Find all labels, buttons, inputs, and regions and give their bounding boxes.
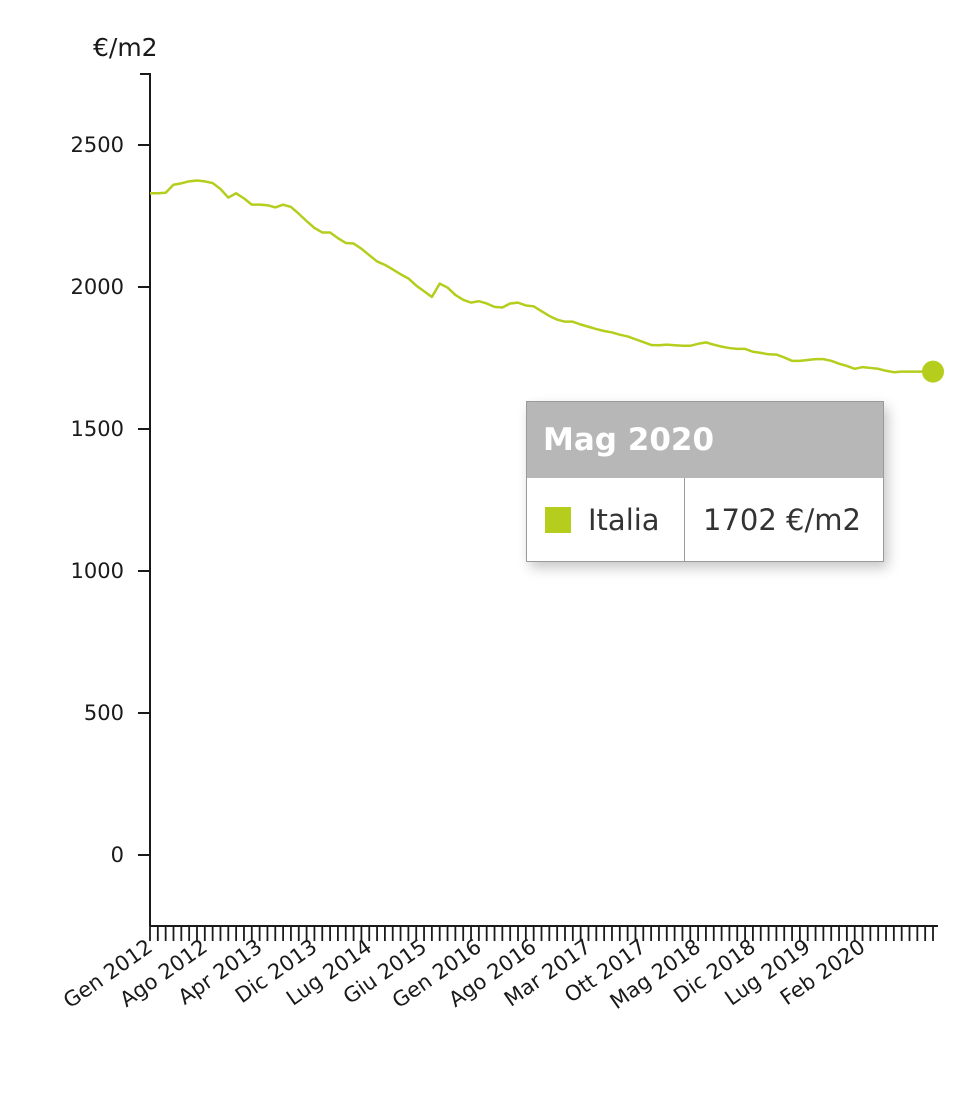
tooltip-row: Italia 1702 €/m2: [527, 478, 883, 561]
x-axis-ticks: [149, 926, 934, 941]
series-line-italia: [150, 179, 933, 374]
legend-swatch: [545, 506, 571, 533]
y-tick-label: 500: [84, 701, 124, 725]
tooltip: Mag 2020 Italia 1702 €/m2: [526, 401, 884, 562]
y-axis-unit-label: €/m2: [93, 33, 158, 62]
y-tick-label: 2500: [71, 133, 124, 157]
tooltip-title: Mag 2020: [527, 402, 883, 478]
y-tick-label: 1500: [71, 417, 124, 441]
tooltip-series-cell: Italia: [527, 478, 685, 561]
tooltip-series-name: Italia: [588, 502, 660, 537]
series-end-marker[interactable]: [922, 360, 944, 383]
y-axis-ticks: 0 500 1000 1500 2000 2500: [71, 133, 150, 867]
y-tick-label: 2000: [71, 275, 124, 299]
y-tick-label: 0: [111, 843, 124, 867]
y-tick-label: 1000: [71, 559, 124, 583]
tooltip-value: 1702 €/m2: [703, 502, 861, 537]
